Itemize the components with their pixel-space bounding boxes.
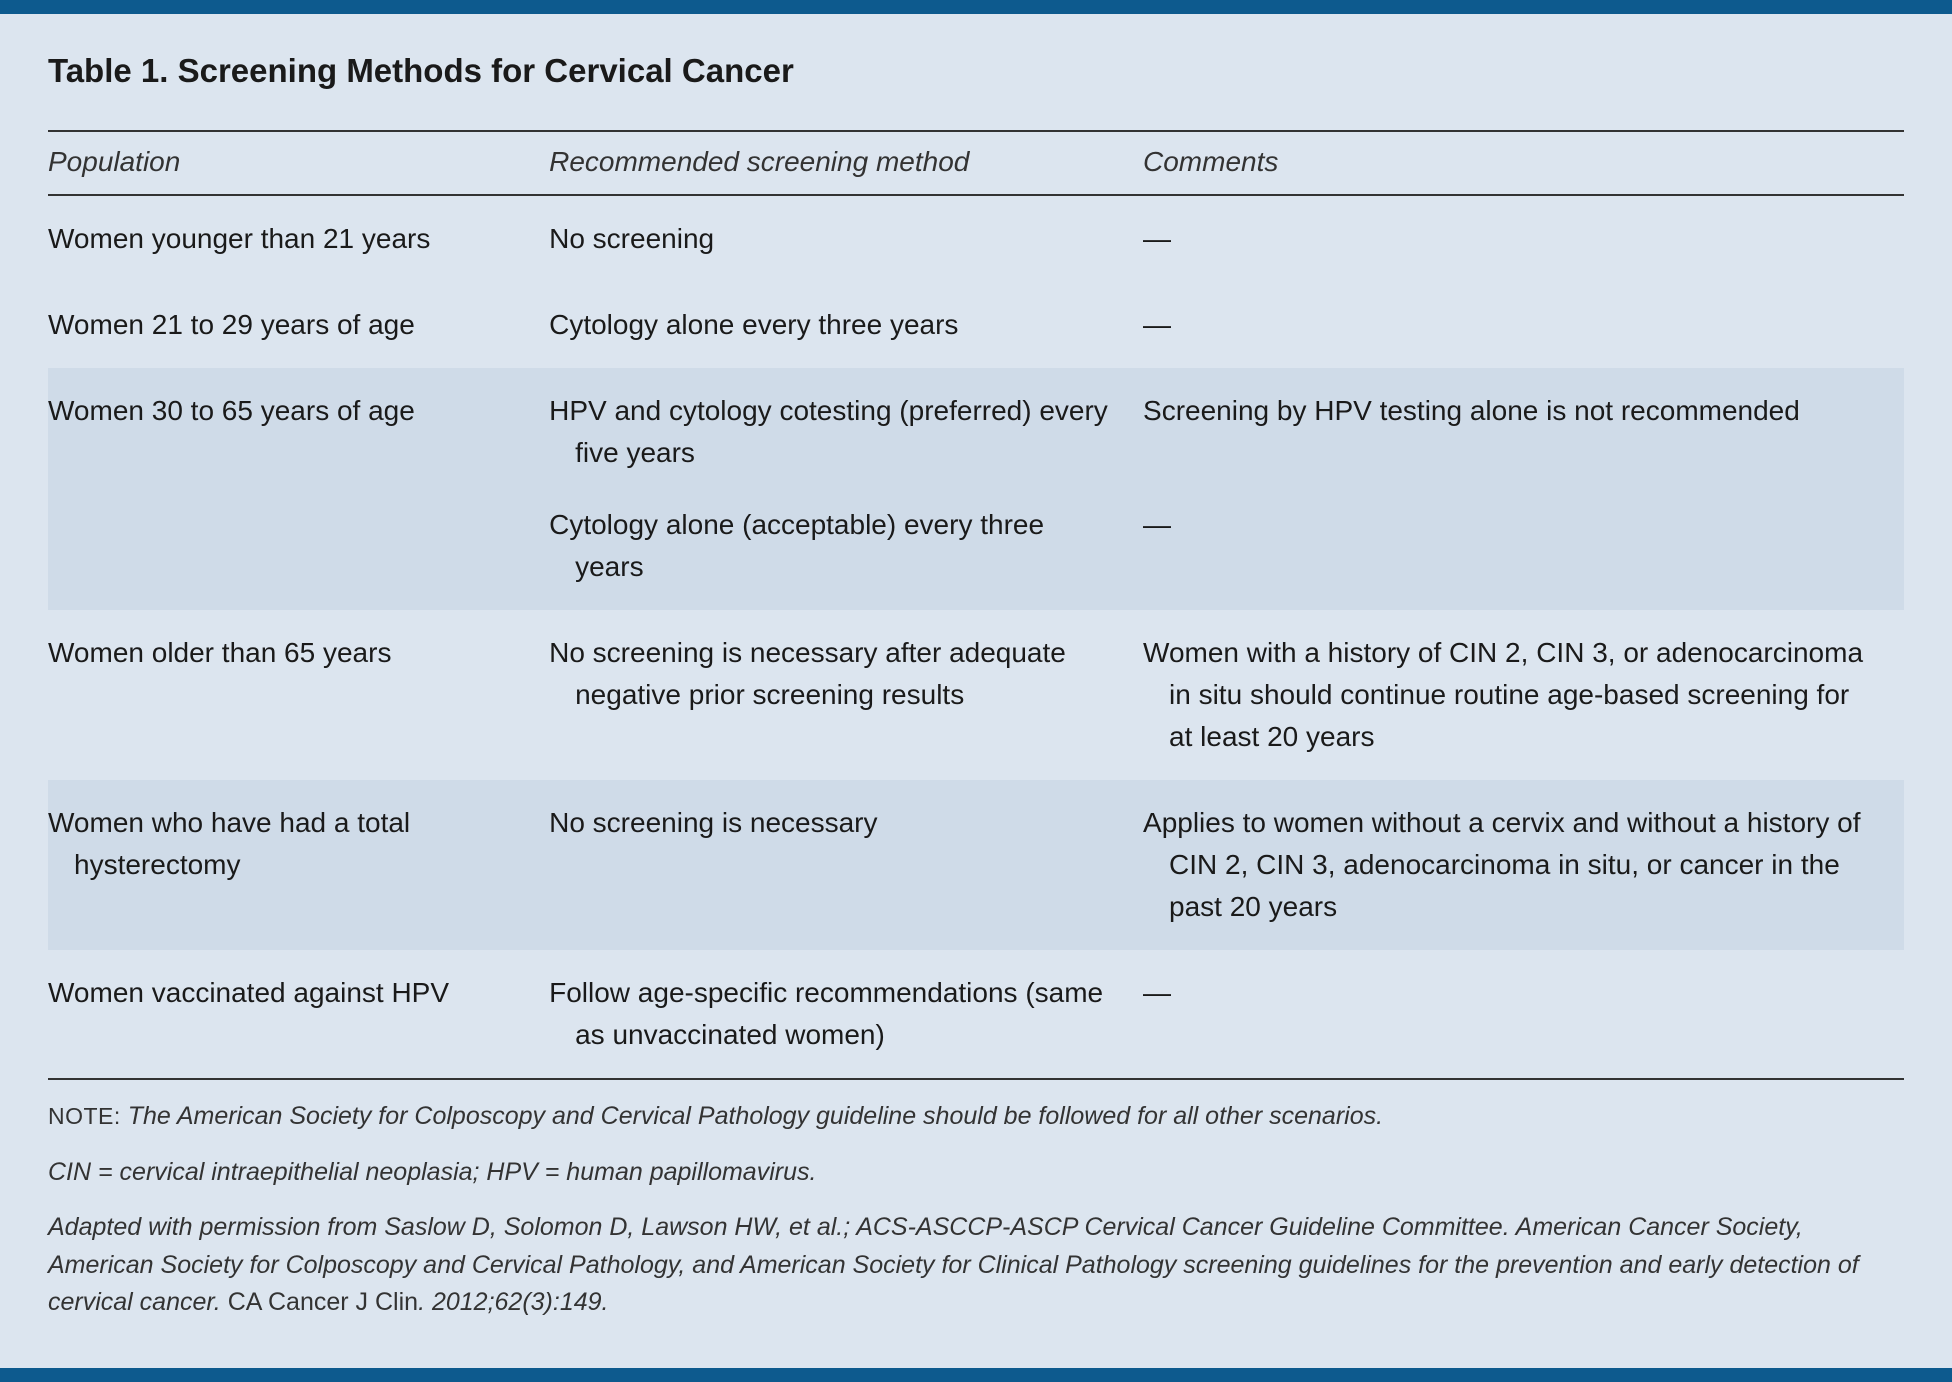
- cell-comments: Women with a history of CIN 2, CIN 3, or…: [1143, 610, 1904, 780]
- cell-method: No screening is necessary after adequate…: [549, 610, 1143, 780]
- cell-population: Women younger than 21 years: [48, 195, 549, 282]
- table-row: Women older than 65 yearsNo screening is…: [48, 610, 1904, 780]
- cell-method: Follow age-specific recommendations (sam…: [549, 950, 1143, 1078]
- column-header-population: Population: [48, 131, 549, 195]
- cell-method: HPV and cytology cotesting (preferred) e…: [549, 368, 1143, 496]
- table-row: Cytology alone (acceptable) every three …: [48, 496, 1904, 610]
- citation-ref: . 2012;62(3):149.: [418, 1288, 608, 1316]
- cell-comments: Applies to women without a cervix and wi…: [1143, 780, 1904, 950]
- cell-population: Women who have had a total hysterectomy: [48, 780, 549, 950]
- table-row: Women 21 to 29 years of ageCytology alon…: [48, 282, 1904, 368]
- footer-note: NOTE: The American Society for Colposcop…: [48, 1098, 1904, 1136]
- table-row: Women who have had a total hysterectomyN…: [48, 780, 1904, 950]
- table-row: Women younger than 21 yearsNo screening—: [48, 195, 1904, 282]
- cell-comments: —: [1143, 950, 1904, 1078]
- cell-method: Cytology alone every three years: [549, 282, 1143, 368]
- cell-method: No screening is necessary: [549, 780, 1143, 950]
- table-body: Women younger than 21 yearsNo screening—…: [48, 195, 1904, 1078]
- cell-comments: Screening by HPV testing alone is not re…: [1143, 368, 1904, 496]
- cell-comments: —: [1143, 195, 1904, 282]
- table-inner: Table 1. Screening Methods for Cervical …: [0, 14, 1952, 1368]
- table-footer: NOTE: The American Society for Colposcop…: [48, 1078, 1904, 1322]
- cell-method: No screening: [549, 195, 1143, 282]
- table-title: Table 1. Screening Methods for Cervical …: [48, 52, 1904, 90]
- citation-journal: CA Cancer J Clin: [228, 1288, 418, 1316]
- column-header-method: Recommended screening method: [549, 131, 1143, 195]
- cell-population: Women 21 to 29 years of age: [48, 282, 549, 368]
- cell-comments: —: [1143, 496, 1904, 610]
- cell-comments: —: [1143, 282, 1904, 368]
- table-row: Women vaccinated against HPVFollow age-s…: [48, 950, 1904, 1078]
- note-text: The American Society for Colposcopy and …: [128, 1102, 1383, 1130]
- cell-method: Cytology alone (acceptable) every three …: [549, 496, 1143, 610]
- table-row: Women 30 to 65 years of ageHPV and cytol…: [48, 368, 1904, 496]
- table-header-row: Population Recommended screening method …: [48, 131, 1904, 195]
- footer-abbrev: CIN = cervical intraepithelial neoplasia…: [48, 1154, 1904, 1192]
- column-header-comments: Comments: [1143, 131, 1904, 195]
- table-container: Table 1. Screening Methods for Cervical …: [0, 0, 1952, 1382]
- note-label: NOTE:: [48, 1103, 121, 1129]
- cell-population: Women vaccinated against HPV: [48, 950, 549, 1078]
- screening-table: Population Recommended screening method …: [48, 130, 1904, 1078]
- cell-population: Women older than 65 years: [48, 610, 549, 780]
- cell-population: Women 30 to 65 years of age: [48, 368, 549, 496]
- footer-citation: Adapted with permission from Saslow D, S…: [48, 1209, 1904, 1322]
- cell-population: [48, 496, 549, 610]
